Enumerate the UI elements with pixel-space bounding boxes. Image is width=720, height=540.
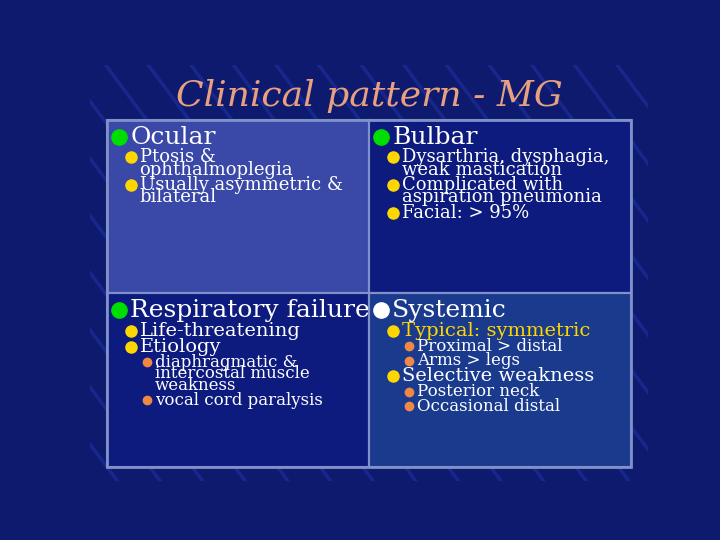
Text: ophthalmoplegia: ophthalmoplegia bbox=[140, 160, 293, 179]
Text: Ptosis &: Ptosis & bbox=[140, 148, 215, 166]
Text: Ocular: Ocular bbox=[130, 126, 216, 148]
Text: Typical: symmetric: Typical: symmetric bbox=[402, 322, 590, 340]
Text: intercostal muscle: intercostal muscle bbox=[155, 366, 310, 382]
Text: Facial: > 95%: Facial: > 95% bbox=[402, 204, 528, 221]
Text: weakness: weakness bbox=[155, 377, 237, 394]
Text: Occasional distal: Occasional distal bbox=[417, 398, 560, 415]
Text: bilateral: bilateral bbox=[140, 188, 217, 206]
Text: vocal cord paralysis: vocal cord paralysis bbox=[155, 392, 323, 409]
Text: Usually asymmetric &: Usually asymmetric & bbox=[140, 176, 343, 194]
Text: Respiratory failure: Respiratory failure bbox=[130, 299, 370, 322]
Text: Complicated with: Complicated with bbox=[402, 176, 562, 194]
Text: Life-threatening: Life-threatening bbox=[140, 322, 300, 340]
Text: Selective weakness: Selective weakness bbox=[402, 367, 594, 385]
FancyBboxPatch shape bbox=[369, 120, 631, 294]
FancyBboxPatch shape bbox=[369, 294, 631, 467]
FancyBboxPatch shape bbox=[107, 294, 369, 467]
Text: Arms > legs: Arms > legs bbox=[417, 353, 520, 369]
Text: Proximal > distal: Proximal > distal bbox=[417, 338, 562, 355]
Text: Clinical pattern - MG: Clinical pattern - MG bbox=[176, 79, 562, 113]
Text: Etiology: Etiology bbox=[140, 338, 221, 356]
Text: Dysarthria, dysphagia,: Dysarthria, dysphagia, bbox=[402, 148, 609, 166]
Text: weak mastication: weak mastication bbox=[402, 160, 562, 179]
Text: Posterior neck: Posterior neck bbox=[417, 383, 539, 400]
Text: Systemic: Systemic bbox=[392, 299, 507, 322]
FancyBboxPatch shape bbox=[107, 120, 369, 294]
Text: Bulbar: Bulbar bbox=[392, 126, 478, 148]
Text: aspiration pneumonia: aspiration pneumonia bbox=[402, 188, 601, 206]
Text: diaphragmatic &: diaphragmatic & bbox=[155, 354, 297, 371]
